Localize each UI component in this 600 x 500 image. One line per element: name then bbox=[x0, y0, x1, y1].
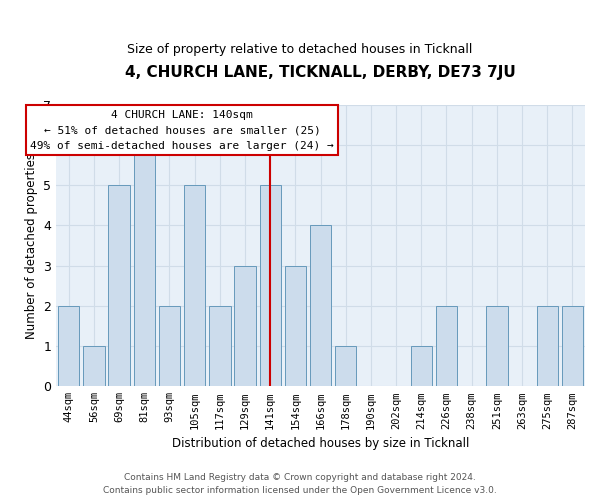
Title: 4, CHURCH LANE, TICKNALL, DERBY, DE73 7JU: 4, CHURCH LANE, TICKNALL, DERBY, DE73 7J… bbox=[125, 65, 516, 80]
Bar bbox=[159, 306, 180, 386]
Bar bbox=[284, 266, 306, 386]
Bar bbox=[209, 306, 230, 386]
Text: Size of property relative to detached houses in Ticknall: Size of property relative to detached ho… bbox=[127, 42, 473, 56]
Bar bbox=[486, 306, 508, 386]
Bar bbox=[109, 185, 130, 386]
Bar bbox=[410, 346, 432, 387]
Bar bbox=[335, 346, 356, 387]
Bar bbox=[83, 346, 104, 387]
Bar bbox=[134, 145, 155, 386]
Text: Contains HM Land Registry data © Crown copyright and database right 2024.
Contai: Contains HM Land Registry data © Crown c… bbox=[103, 474, 497, 495]
Bar bbox=[184, 185, 205, 386]
X-axis label: Distribution of detached houses by size in Ticknall: Distribution of detached houses by size … bbox=[172, 437, 469, 450]
Bar bbox=[436, 306, 457, 386]
Y-axis label: Number of detached properties: Number of detached properties bbox=[25, 152, 38, 338]
Bar bbox=[260, 185, 281, 386]
Bar bbox=[562, 306, 583, 386]
Bar bbox=[536, 306, 558, 386]
Text: 4 CHURCH LANE: 140sqm
← 51% of detached houses are smaller (25)
49% of semi-deta: 4 CHURCH LANE: 140sqm ← 51% of detached … bbox=[30, 110, 334, 151]
Bar bbox=[235, 266, 256, 386]
Bar bbox=[310, 226, 331, 386]
Bar bbox=[58, 306, 79, 386]
